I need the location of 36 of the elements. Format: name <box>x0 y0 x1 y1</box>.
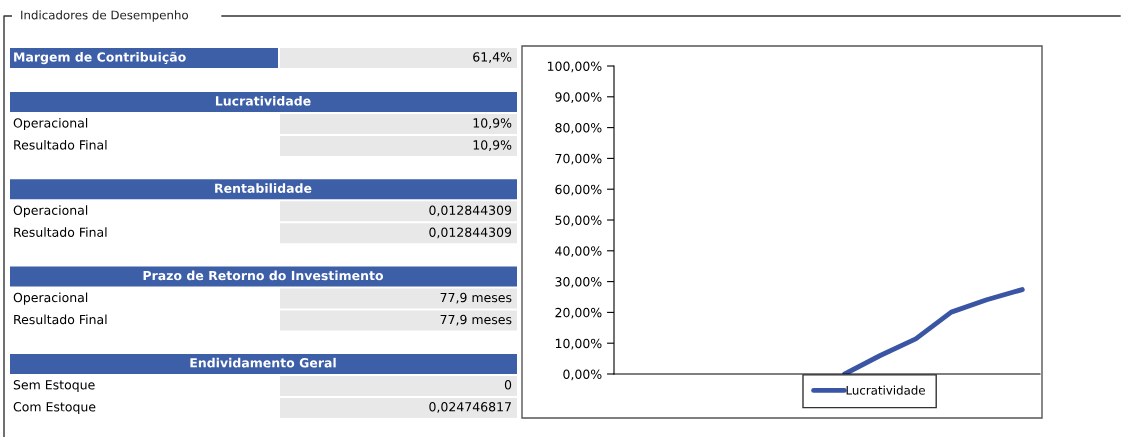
y-tick-label: 10,00% <box>555 338 602 350</box>
y-tick-label: 60,00% <box>555 184 602 196</box>
y-tick-label: 100,00% <box>547 61 602 73</box>
text: 10,9% <box>473 140 512 151</box>
text: 77,9 meses <box>440 314 512 326</box>
text: 10,9% <box>473 118 512 129</box>
text: Operacional <box>13 117 88 131</box>
legend-label: Lucratividade <box>846 385 925 395</box>
text: Lucratividade <box>215 95 311 106</box>
text: Rentabilidade <box>215 183 312 193</box>
text: 61,4% <box>473 52 512 63</box>
text: Operacional <box>13 205 88 218</box>
y-tick-label: 0,00% <box>563 369 602 381</box>
y-tick-label: 30,00% <box>555 277 602 288</box>
text: Operacional <box>13 292 88 305</box>
text: Resultado Final <box>14 227 107 237</box>
y-tick-label: 50,00% <box>555 215 602 227</box>
text: 0,012844309 <box>429 205 512 217</box>
y-tick-label: 40,00% <box>555 246 602 257</box>
y-tick-label: 90,00% <box>555 92 602 103</box>
y-tick-label: 20,00% <box>555 307 602 319</box>
y-tick-label: 70,00% <box>555 153 602 165</box>
text: 0 <box>504 380 512 390</box>
text: Resultado Final <box>14 314 107 325</box>
text: Margem de Contribuição <box>14 51 186 65</box>
text: 77,9 meses <box>440 292 512 304</box>
text: Indicadores de Desempenho <box>21 10 189 22</box>
text: Sem Estoque <box>13 380 95 392</box>
text: Com Estoque <box>13 402 96 414</box>
text: Endividamento Geral <box>190 357 336 368</box>
line-series <box>842 287 1025 374</box>
text: Resultado Final <box>14 139 107 150</box>
y-tick-label: 80,00% <box>555 123 602 134</box>
text: 0,024746817 <box>429 402 511 413</box>
text: Prazo de Retorno do Investimento <box>143 270 384 281</box>
text: 0,012844309 <box>429 227 512 239</box>
